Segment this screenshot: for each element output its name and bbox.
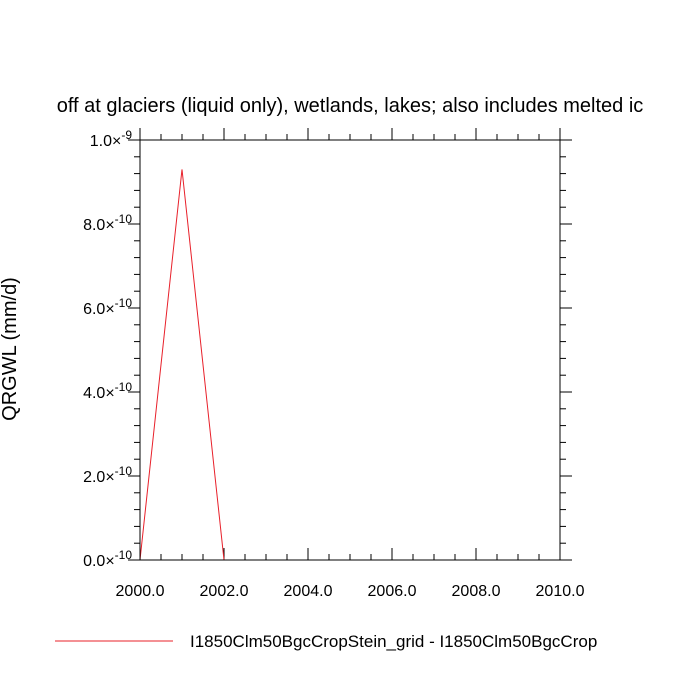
- x-tick-label: 2010.0: [536, 583, 585, 600]
- y-tick-exponent: -10: [115, 548, 133, 562]
- y-axis-label: QRGWL (mm/d): [0, 277, 21, 421]
- legend: I1850Clm50BgcCropStein_grid - I1850Clm50…: [55, 632, 597, 651]
- y-tick-exponent: -10: [115, 380, 133, 394]
- y-tick-times: ×: [105, 217, 114, 234]
- y-tick-times: ×: [105, 469, 114, 486]
- y-tick-mantissa: 8.0: [83, 217, 105, 234]
- x-tick-label: 2000.0: [116, 583, 165, 600]
- y-tick-exponent: -10: [115, 464, 133, 478]
- y-tick-label: 0.0×-10: [83, 548, 132, 570]
- y-tick-mantissa: 0.0: [83, 553, 105, 570]
- y-tick-mantissa: 6.0: [83, 301, 105, 318]
- y-tick-label: 6.0×-10: [83, 296, 132, 318]
- y-tick-labels: 0.0×-102.0×-104.0×-106.0×-108.0×-101.0×-…: [83, 128, 132, 570]
- axis-ticks: [128, 128, 572, 561]
- x-tick-label: 2004.0: [284, 583, 333, 600]
- y-tick-exponent: -10: [115, 296, 133, 310]
- x-tick-label: 2006.0: [368, 583, 417, 600]
- x-tick-label: 2008.0: [452, 583, 501, 600]
- chart-title: off at glaciers (liquid only), wetlands,…: [57, 95, 644, 117]
- y-tick-label: 4.0×-10: [83, 380, 132, 402]
- legend-label: I1850Clm50BgcCropStein_grid - I1850Clm50…: [190, 632, 597, 651]
- y-tick-times: ×: [112, 133, 121, 150]
- plot-area: 0.0×-102.0×-104.0×-106.0×-108.0×-101.0×-…: [83, 128, 585, 600]
- series-layer: [139, 169, 560, 561]
- y-tick-mantissa: 4.0: [83, 385, 105, 402]
- y-tick-exponent: -10: [115, 212, 133, 226]
- y-tick-mantissa: 2.0: [83, 469, 105, 486]
- x-tick-label: 2002.0: [200, 583, 249, 600]
- y-tick-label: 2.0×-10: [83, 464, 132, 486]
- y-tick-label: 8.0×-10: [83, 212, 132, 234]
- y-tick-times: ×: [105, 301, 114, 318]
- y-tick-mantissa: 1.0: [90, 133, 112, 150]
- y-tick-times: ×: [105, 385, 114, 402]
- x-tick-labels: 2000.0 2002.0 2004.0 2006.0 2008.0 2010.0: [116, 583, 585, 600]
- plot-frame: [139, 139, 561, 561]
- y-tick-label: 1.0×-9: [90, 128, 133, 150]
- y-tick-exponent: -9: [121, 128, 132, 142]
- y-tick-times: ×: [105, 553, 114, 570]
- series-line: [139, 169, 560, 561]
